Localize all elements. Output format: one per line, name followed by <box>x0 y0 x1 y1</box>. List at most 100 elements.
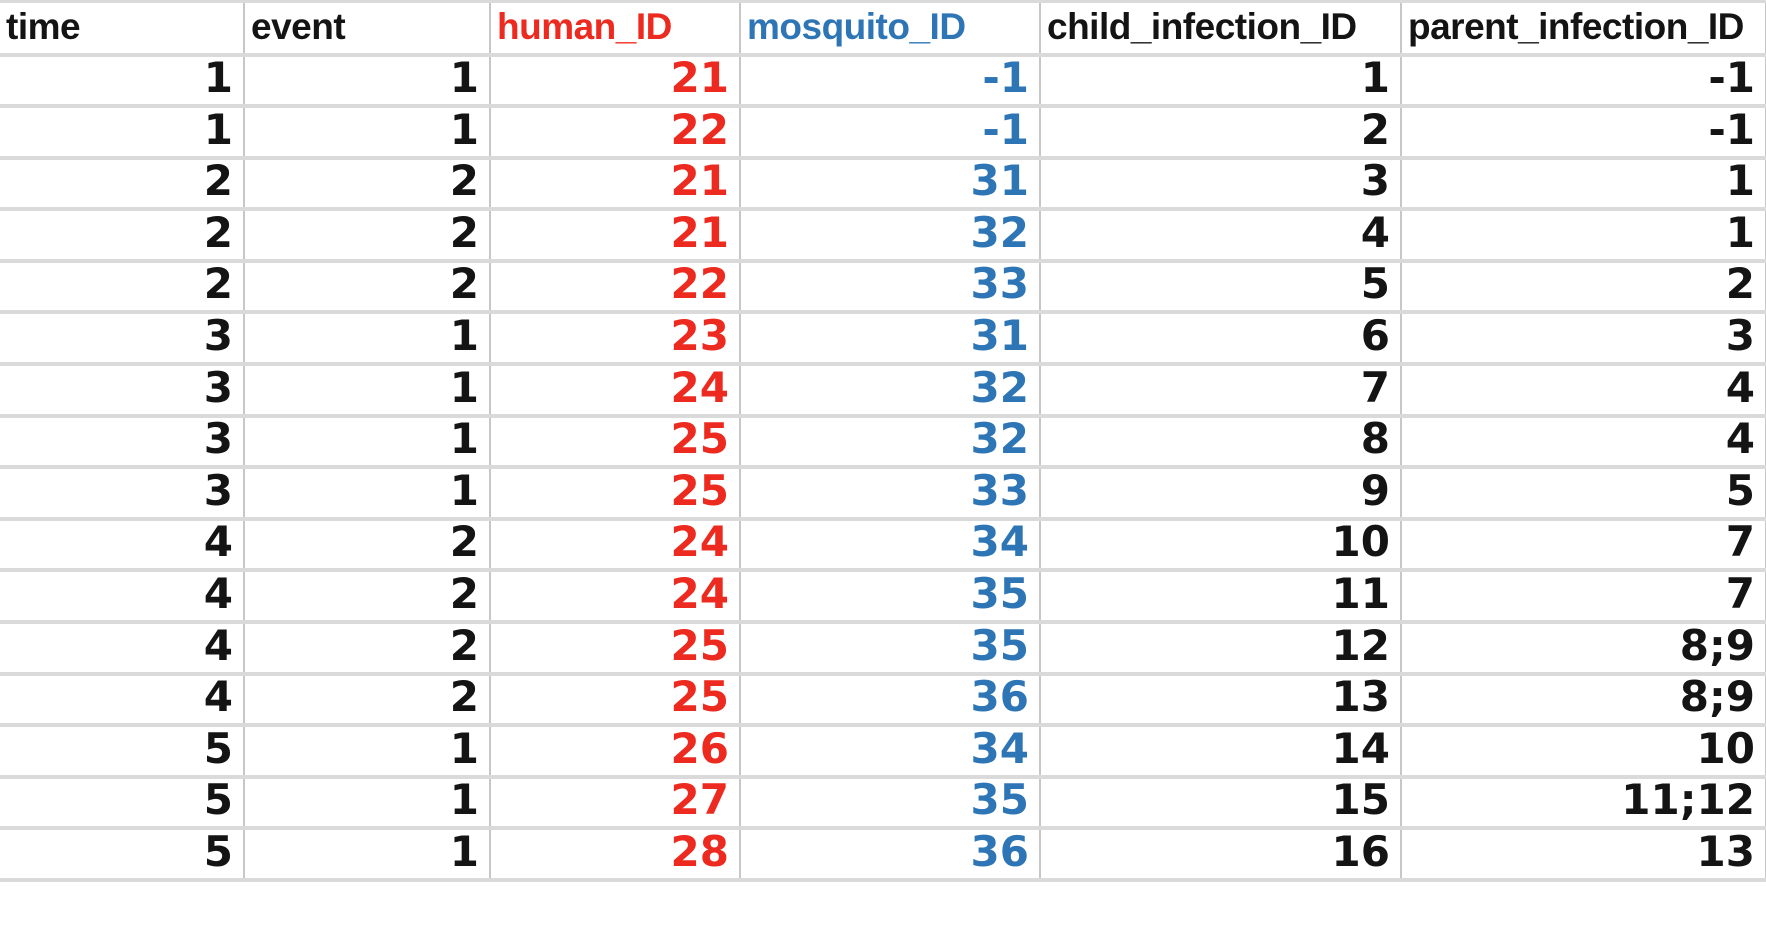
cell-event[interactable]: 2 <box>244 622 491 676</box>
cell-mosquito_ID[interactable]: 36 <box>740 673 1041 728</box>
column-header-child_infection_ID[interactable]: child_infection_ID <box>1040 1 1402 57</box>
cell-mosquito_ID[interactable]: 35 <box>740 570 1041 625</box>
column-header-human_ID[interactable]: human_ID <box>490 1 741 57</box>
cell-parent_infection_ID[interactable]: 10 <box>1401 725 1766 779</box>
cell-event[interactable]: 2 <box>244 673 491 728</box>
cell-human_ID[interactable]: 24 <box>490 570 741 625</box>
cell-mosquito_ID[interactable]: 31 <box>740 157 1041 212</box>
cell-mosquito_ID[interactable]: 36 <box>740 828 1041 882</box>
cell-time[interactable]: 1 <box>0 54 245 109</box>
cell-time[interactable]: 4 <box>0 622 245 676</box>
cell-mosquito_ID[interactable]: 32 <box>740 415 1041 470</box>
cell-human_ID[interactable]: 27 <box>490 776 741 831</box>
cell-event[interactable]: 1 <box>244 776 491 831</box>
cell-mosquito_ID[interactable]: -1 <box>740 106 1041 160</box>
cell-event[interactable]: 2 <box>244 209 491 263</box>
cell-event[interactable]: 1 <box>244 364 491 418</box>
cell-human_ID[interactable]: 28 <box>490 828 741 882</box>
cell-parent_infection_ID[interactable]: 7 <box>1401 518 1766 573</box>
column-header-time[interactable]: time <box>0 1 245 57</box>
cell-time[interactable]: 5 <box>0 776 245 831</box>
cell-event[interactable]: 1 <box>244 312 491 367</box>
cell-mosquito_ID[interactable]: 31 <box>740 312 1041 367</box>
cell-time[interactable]: 5 <box>0 725 245 779</box>
cell-human_ID[interactable]: 21 <box>490 157 741 212</box>
cell-child_infection_ID[interactable]: 4 <box>1040 209 1402 263</box>
cell-human_ID[interactable]: 25 <box>490 467 741 521</box>
cell-time[interactable]: 4 <box>0 570 245 625</box>
column-header-parent_infection_ID[interactable]: parent_infection_ID <box>1401 1 1766 57</box>
cell-parent_infection_ID[interactable]: 1 <box>1401 157 1766 212</box>
column-header-mosquito_ID[interactable]: mosquito_ID <box>740 1 1041 57</box>
cell-child_infection_ID[interactable]: 9 <box>1040 467 1402 521</box>
cell-event[interactable]: 2 <box>244 570 491 625</box>
cell-time[interactable]: 4 <box>0 518 245 573</box>
cell-time[interactable]: 2 <box>0 209 245 263</box>
cell-time[interactable]: 2 <box>0 157 245 212</box>
cell-child_infection_ID[interactable]: 12 <box>1040 622 1402 676</box>
cell-event[interactable]: 1 <box>244 828 491 882</box>
cell-human_ID[interactable]: 23 <box>490 312 741 367</box>
cell-child_infection_ID[interactable]: 1 <box>1040 54 1402 109</box>
cell-time[interactable]: 4 <box>0 673 245 728</box>
cell-parent_infection_ID[interactable]: 11;12 <box>1401 776 1766 831</box>
cell-parent_infection_ID[interactable]: -1 <box>1401 106 1766 160</box>
cell-parent_infection_ID[interactable]: 4 <box>1401 415 1766 470</box>
cell-mosquito_ID[interactable]: 32 <box>740 209 1041 263</box>
cell-child_infection_ID[interactable]: 3 <box>1040 157 1402 212</box>
cell-parent_infection_ID[interactable]: 5 <box>1401 467 1766 521</box>
column-header-event[interactable]: event <box>244 1 491 57</box>
cell-mosquito_ID[interactable]: -1 <box>740 54 1041 109</box>
cell-mosquito_ID[interactable]: 34 <box>740 725 1041 779</box>
cell-mosquito_ID[interactable]: 32 <box>740 364 1041 418</box>
cell-mosquito_ID[interactable]: 33 <box>740 467 1041 521</box>
cell-human_ID[interactable]: 25 <box>490 673 741 728</box>
cell-child_infection_ID[interactable]: 16 <box>1040 828 1402 882</box>
cell-mosquito_ID[interactable]: 33 <box>740 260 1041 315</box>
cell-event[interactable]: 1 <box>244 106 491 160</box>
cell-mosquito_ID[interactable]: 35 <box>740 776 1041 831</box>
cell-parent_infection_ID[interactable]: 2 <box>1401 260 1766 315</box>
cell-time[interactable]: 2 <box>0 260 245 315</box>
cell-parent_infection_ID[interactable]: 8;9 <box>1401 673 1766 728</box>
cell-parent_infection_ID[interactable]: 7 <box>1401 570 1766 625</box>
cell-event[interactable]: 2 <box>244 260 491 315</box>
cell-human_ID[interactable]: 22 <box>490 106 741 160</box>
cell-event[interactable]: 1 <box>244 415 491 470</box>
cell-human_ID[interactable]: 24 <box>490 364 741 418</box>
cell-time[interactable]: 3 <box>0 312 245 367</box>
cell-child_infection_ID[interactable]: 14 <box>1040 725 1402 779</box>
cell-event[interactable]: 2 <box>244 157 491 212</box>
cell-mosquito_ID[interactable]: 34 <box>740 518 1041 573</box>
cell-child_infection_ID[interactable]: 8 <box>1040 415 1402 470</box>
cell-time[interactable]: 3 <box>0 415 245 470</box>
cell-time[interactable]: 5 <box>0 828 245 882</box>
cell-mosquito_ID[interactable]: 35 <box>740 622 1041 676</box>
cell-child_infection_ID[interactable]: 7 <box>1040 364 1402 418</box>
cell-time[interactable]: 3 <box>0 467 245 521</box>
cell-time[interactable]: 3 <box>0 364 245 418</box>
cell-child_infection_ID[interactable]: 15 <box>1040 776 1402 831</box>
cell-human_ID[interactable]: 21 <box>490 54 741 109</box>
cell-event[interactable]: 2 <box>244 518 491 573</box>
cell-child_infection_ID[interactable]: 13 <box>1040 673 1402 728</box>
cell-parent_infection_ID[interactable]: 8;9 <box>1401 622 1766 676</box>
cell-human_ID[interactable]: 24 <box>490 518 741 573</box>
cell-human_ID[interactable]: 25 <box>490 622 741 676</box>
cell-child_infection_ID[interactable]: 6 <box>1040 312 1402 367</box>
cell-human_ID[interactable]: 25 <box>490 415 741 470</box>
cell-parent_infection_ID[interactable]: -1 <box>1401 54 1766 109</box>
cell-event[interactable]: 1 <box>244 54 491 109</box>
cell-event[interactable]: 1 <box>244 725 491 779</box>
cell-parent_infection_ID[interactable]: 13 <box>1401 828 1766 882</box>
cell-parent_infection_ID[interactable]: 1 <box>1401 209 1766 263</box>
cell-human_ID[interactable]: 22 <box>490 260 741 315</box>
cell-child_infection_ID[interactable]: 10 <box>1040 518 1402 573</box>
cell-time[interactable]: 1 <box>0 106 245 160</box>
cell-human_ID[interactable]: 26 <box>490 725 741 779</box>
cell-child_infection_ID[interactable]: 5 <box>1040 260 1402 315</box>
cell-child_infection_ID[interactable]: 11 <box>1040 570 1402 625</box>
cell-child_infection_ID[interactable]: 2 <box>1040 106 1402 160</box>
cell-parent_infection_ID[interactable]: 4 <box>1401 364 1766 418</box>
cell-human_ID[interactable]: 21 <box>490 209 741 263</box>
